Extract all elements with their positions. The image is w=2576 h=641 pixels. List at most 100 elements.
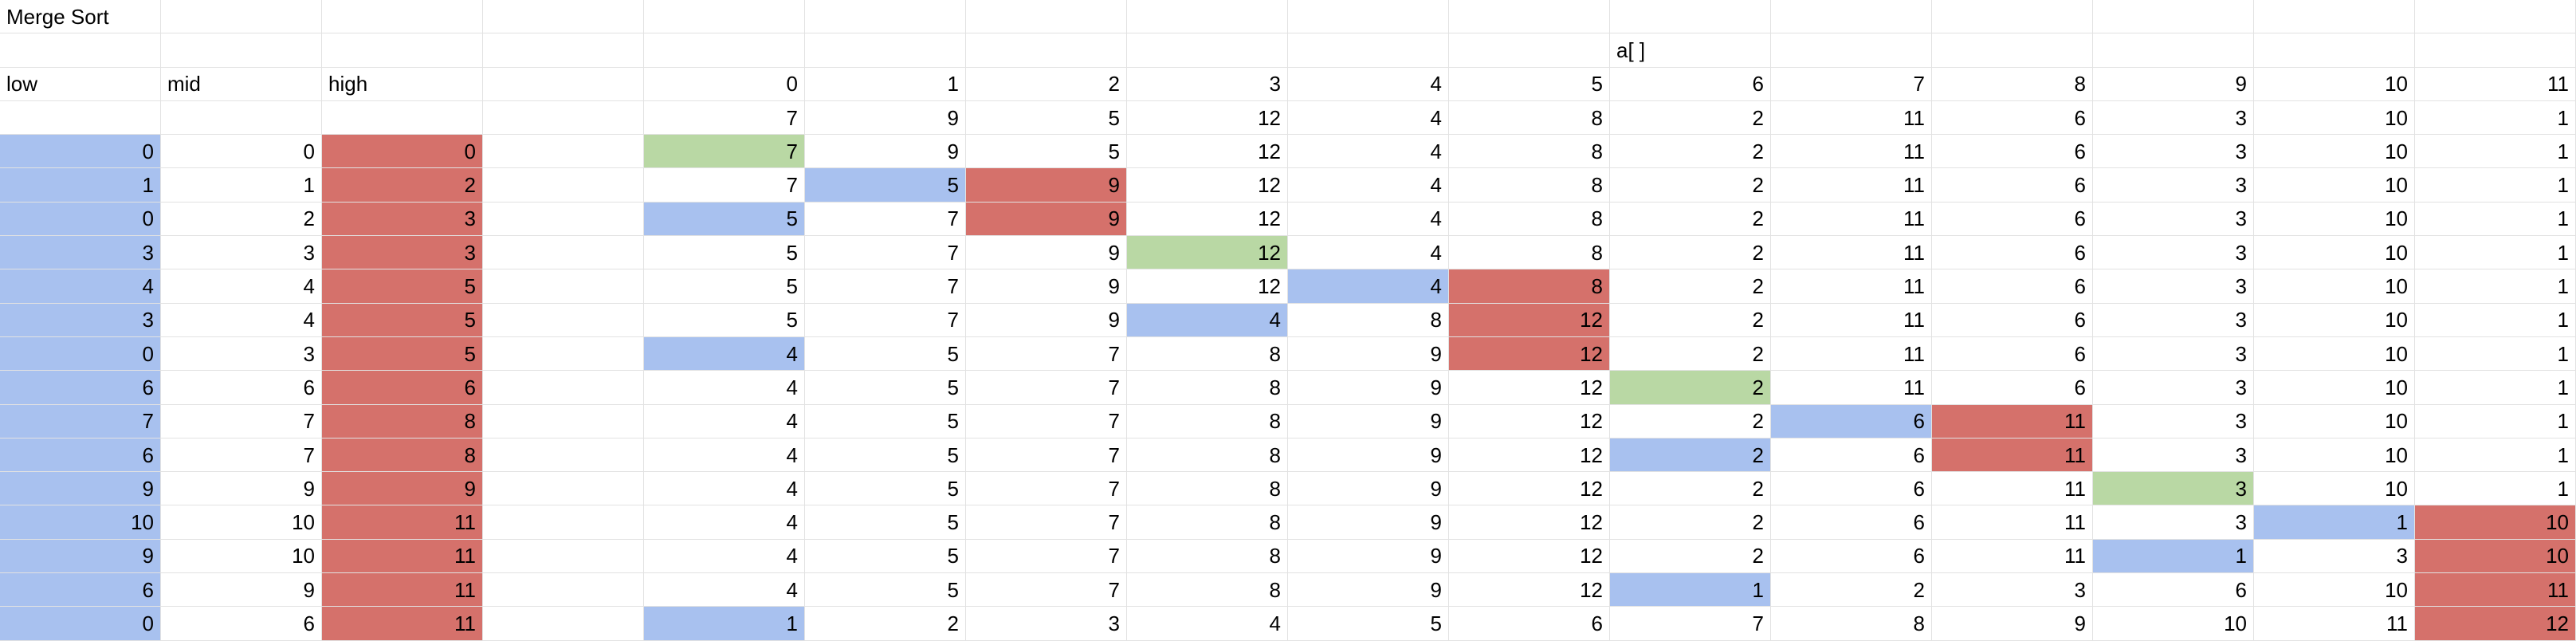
mid-cell[interactable]: 4 — [161, 303, 322, 337]
header-mid[interactable]: mid — [161, 67, 322, 101]
array-cell[interactable]: 5 — [644, 202, 805, 237]
array-cell[interactable]: 1 — [2254, 505, 2415, 540]
array-cell[interactable]: 10 — [2254, 336, 2415, 372]
array-cell[interactable]: 12 — [1449, 404, 1610, 438]
cell-r14-c4[interactable] — [483, 438, 644, 473]
array-cell[interactable]: 7 — [966, 505, 1127, 540]
initial-value-cell[interactable]: 7 — [644, 100, 805, 136]
low-cell[interactable]: 9 — [0, 539, 161, 574]
array-cell[interactable]: 6 — [1932, 303, 2093, 337]
array-cell[interactable]: 3 — [1932, 573, 2093, 608]
array-cell[interactable]: 11 — [2254, 607, 2415, 641]
array-cell[interactable]: 8 — [1127, 573, 1288, 608]
array-cell[interactable]: 11 — [1932, 404, 2093, 438]
array-cell[interactable]: 4 — [644, 404, 805, 438]
cell-r11-c4[interactable] — [483, 336, 644, 372]
array-cell[interactable]: 7 — [805, 236, 966, 270]
array-cell[interactable]: 4 — [644, 573, 805, 608]
array-cell[interactable]: 11 — [1771, 269, 1932, 304]
initial-value-cell[interactable]: 1 — [2415, 100, 2576, 136]
array-cell[interactable]: 2 — [1610, 336, 1771, 372]
array-cell[interactable]: 5 — [644, 303, 805, 337]
array-cell[interactable]: 1 — [2415, 371, 2576, 405]
high-cell[interactable]: 5 — [322, 303, 483, 337]
cell-r4-c2[interactable] — [161, 100, 322, 136]
cell-r4-c4[interactable] — [483, 100, 644, 136]
array-cell[interactable]: 4 — [644, 505, 805, 540]
array-cell[interactable]: 12 — [1449, 573, 1610, 608]
array-cell[interactable]: 3 — [2093, 202, 2254, 237]
array-cell[interactable]: 6 — [1932, 371, 2093, 405]
array-cell[interactable]: 6 — [1771, 438, 1932, 473]
array-cell[interactable]: 6 — [1932, 269, 2093, 304]
array-cell[interactable]: 8 — [1449, 202, 1610, 237]
index-cell[interactable]: 0 — [644, 67, 805, 101]
array-cell[interactable]: 3 — [966, 607, 1127, 641]
array-cell[interactable]: 9 — [966, 236, 1127, 270]
high-cell[interactable]: 11 — [322, 505, 483, 540]
array-cell[interactable]: 7 — [966, 336, 1127, 372]
cell-r1-c3[interactable] — [322, 0, 483, 34]
header-high[interactable]: high — [322, 67, 483, 101]
cell-r2-c13[interactable] — [1932, 33, 2093, 68]
array-cell[interactable]: 9 — [966, 269, 1127, 304]
cell-r1-c11[interactable] — [1610, 0, 1771, 34]
array-cell[interactable]: 2 — [1610, 236, 1771, 270]
array-cell[interactable]: 8 — [1127, 336, 1288, 372]
array-cell[interactable]: 12 — [1127, 135, 1288, 169]
mid-cell[interactable]: 7 — [161, 404, 322, 438]
array-cell[interactable]: 9 — [1288, 404, 1449, 438]
array-cell[interactable]: 3 — [2093, 505, 2254, 540]
cell-r7-c4[interactable] — [483, 202, 644, 237]
array-cell[interactable]: 8 — [1127, 438, 1288, 473]
cell-r2-c16[interactable] — [2415, 33, 2576, 68]
array-cell[interactable]: 2 — [1610, 438, 1771, 473]
array-cell[interactable]: 1 — [2415, 135, 2576, 169]
high-cell[interactable]: 9 — [322, 472, 483, 506]
mid-cell[interactable]: 9 — [161, 573, 322, 608]
array-cell[interactable]: 10 — [2415, 505, 2576, 540]
array-cell[interactable]: 1 — [2415, 472, 2576, 506]
array-cell[interactable]: 8 — [1449, 135, 1610, 169]
array-cell[interactable]: 11 — [1932, 438, 2093, 473]
array-cell[interactable]: 3 — [2093, 438, 2254, 473]
mid-cell[interactable]: 1 — [161, 168, 322, 203]
array-cell[interactable]: 12 — [1449, 505, 1610, 540]
array-cell[interactable]: 9 — [1288, 371, 1449, 405]
low-cell[interactable]: 3 — [0, 303, 161, 337]
array-cell[interactable]: 10 — [2254, 202, 2415, 237]
index-cell[interactable]: 3 — [1127, 67, 1288, 101]
mid-cell[interactable]: 10 — [161, 505, 322, 540]
cell-r3-c4[interactable] — [483, 67, 644, 101]
array-cell[interactable]: 2 — [1610, 135, 1771, 169]
mid-cell[interactable]: 0 — [161, 135, 322, 169]
array-cell[interactable]: 1 — [2415, 336, 2576, 372]
array-cell[interactable]: 7 — [966, 404, 1127, 438]
array-cell[interactable]: 5 — [805, 404, 966, 438]
low-cell[interactable]: 6 — [0, 438, 161, 473]
mid-cell[interactable]: 3 — [161, 236, 322, 270]
array-cell[interactable]: 7 — [805, 303, 966, 337]
array-cell[interactable]: 4 — [644, 472, 805, 506]
cell-r2-c4[interactable] — [483, 33, 644, 68]
cell-r2-c12[interactable] — [1771, 33, 1932, 68]
array-cell[interactable]: 5 — [805, 438, 966, 473]
array-cell[interactable]: 3 — [2093, 303, 2254, 337]
array-cell[interactable]: 4 — [1288, 236, 1449, 270]
array-cell[interactable]: 1 — [2415, 236, 2576, 270]
mid-cell[interactable]: 3 — [161, 336, 322, 372]
high-cell[interactable]: 5 — [322, 269, 483, 304]
cell-r1-c2[interactable] — [161, 0, 322, 34]
array-cell[interactable]: 11 — [2415, 573, 2576, 608]
array-cell[interactable]: 9 — [1288, 505, 1449, 540]
cell-r2-c15[interactable] — [2254, 33, 2415, 68]
cell-r1-c7[interactable] — [966, 0, 1127, 34]
array-cell[interactable]: 7 — [805, 202, 966, 237]
array-cell[interactable]: 3 — [2093, 371, 2254, 405]
cell-r1-c8[interactable] — [1127, 0, 1288, 34]
index-cell[interactable]: 6 — [1610, 67, 1771, 101]
array-cell[interactable]: 12 — [1449, 303, 1610, 337]
cell-r13-c4[interactable] — [483, 404, 644, 438]
array-cell[interactable]: 4 — [1127, 303, 1288, 337]
index-cell[interactable]: 1 — [805, 67, 966, 101]
